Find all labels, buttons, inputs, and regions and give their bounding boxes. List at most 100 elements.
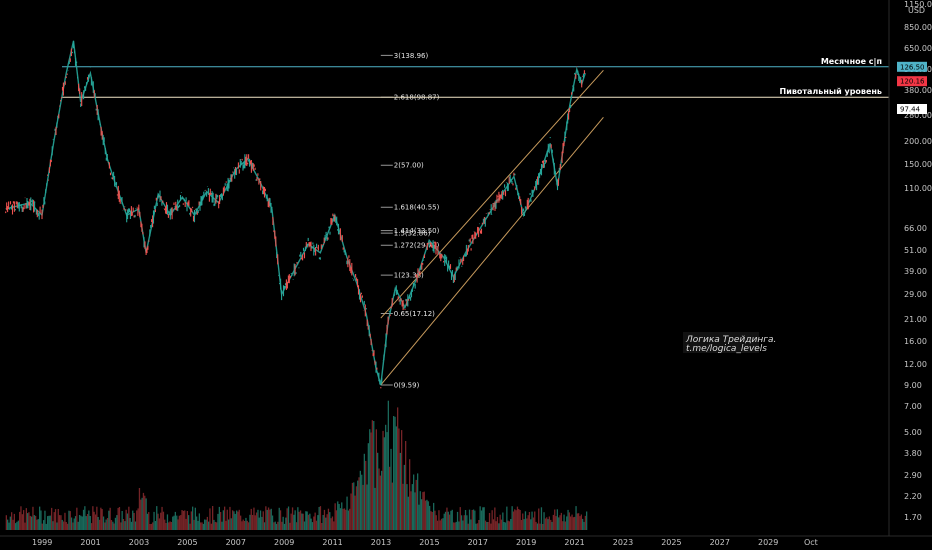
volume-bar [105, 519, 107, 530]
x-tick-label: 1999 [32, 538, 52, 547]
volume-bar [421, 499, 423, 530]
x-tick-label: 2001 [80, 538, 100, 547]
volume-bar [20, 506, 22, 530]
volume-bar [53, 512, 55, 530]
volume-bar [563, 514, 565, 530]
volume-bar [550, 519, 552, 530]
volume-bar [443, 513, 445, 530]
volume-bar [298, 511, 300, 530]
volume-bar [522, 513, 524, 530]
volume-bar [221, 521, 223, 530]
volume-bar [120, 522, 122, 530]
volume-bar [369, 429, 371, 530]
volume-bar [208, 521, 210, 530]
volume-bar [476, 523, 479, 530]
volume-bar [125, 509, 127, 530]
volume-bar [289, 522, 291, 530]
volume-bar [482, 507, 484, 530]
volume-bar [281, 521, 283, 530]
volume-bar [56, 522, 58, 530]
volume-bar [554, 509, 556, 530]
volume-bar [319, 506, 322, 530]
y-tick-label: 850.00 [904, 23, 932, 32]
volume-bar [37, 519, 39, 530]
volume-bar [113, 523, 115, 530]
volume-bar [205, 519, 207, 530]
volume-bar [425, 500, 427, 530]
volume-bar [434, 510, 436, 530]
volume-bar [564, 521, 566, 530]
volume-bar [77, 521, 79, 530]
volume-bar [374, 487, 376, 530]
volume-bar [315, 520, 318, 530]
volume-bar [466, 515, 468, 530]
volume-bar [584, 515, 586, 530]
volume-bar [429, 505, 431, 530]
volume-bar [84, 506, 86, 530]
volume-bar [216, 522, 218, 530]
volume-bar [377, 452, 379, 530]
volume-bar [500, 519, 503, 530]
y-tick-label: 21.00 [904, 315, 927, 324]
fib-level-label: 1.414(33.50) [394, 227, 440, 235]
volume-bar [184, 510, 186, 530]
price-badge-value: 120.16 [900, 78, 925, 86]
volume-bar [552, 514, 554, 530]
volume-bar [8, 522, 10, 530]
volume-bar [346, 496, 348, 530]
volume-bar [535, 521, 537, 530]
volume-bar [21, 514, 23, 530]
volume-bar [373, 421, 375, 530]
volume-bar [154, 521, 157, 530]
volume-bar [527, 515, 529, 530]
volume-bar [306, 511, 308, 530]
x-tick-label: 2005 [177, 538, 197, 547]
volume-bar [450, 510, 452, 530]
volume-bar [57, 509, 59, 530]
x-tick-label: 2029 [758, 538, 778, 547]
volume-bar [5, 515, 7, 530]
volume-bar [422, 492, 424, 530]
volume-bar [496, 517, 499, 530]
volume-bar [455, 521, 457, 530]
volume-bar [558, 517, 560, 530]
volume-bar [176, 515, 178, 530]
volume-bar [423, 491, 425, 530]
volume-bar [278, 507, 280, 530]
volume-bar [361, 474, 363, 530]
volume-bar [124, 521, 126, 530]
volume-bar [88, 510, 90, 530]
volume-bar [224, 506, 226, 530]
volume-bar [58, 515, 61, 530]
volume-bar [480, 510, 483, 530]
volume-bar [277, 521, 279, 530]
x-tick-label: 2015 [419, 538, 439, 547]
volume-bar [499, 514, 501, 530]
volume-bar [349, 508, 351, 530]
volume-bar [275, 523, 278, 530]
volume-bar [359, 470, 361, 530]
volume-bar [110, 520, 113, 530]
volume-bar [347, 510, 350, 530]
volume-bar [134, 521, 137, 530]
volume-bar [512, 511, 515, 530]
volume-bar [238, 509, 240, 530]
volume-bar [491, 510, 493, 530]
volume-bar [438, 510, 440, 530]
volume-bar [431, 512, 433, 530]
fib-level-label: 1.5(32.86) [394, 230, 431, 238]
volume-bar [294, 510, 296, 530]
volume-bar [108, 510, 110, 530]
volume-bar [426, 499, 428, 530]
volume-bar [94, 514, 97, 530]
volume-bar [334, 503, 336, 530]
volume-bar [64, 512, 66, 530]
volume-bar [156, 506, 158, 530]
volume-bar [314, 512, 316, 530]
price-axis: 1150.00850.00650.00500.00380.00280.00200… [0, 0, 932, 537]
volume-bar [397, 407, 399, 530]
volume-bar [370, 432, 372, 530]
volume-bar [495, 521, 497, 530]
volume-bar [378, 468, 380, 530]
